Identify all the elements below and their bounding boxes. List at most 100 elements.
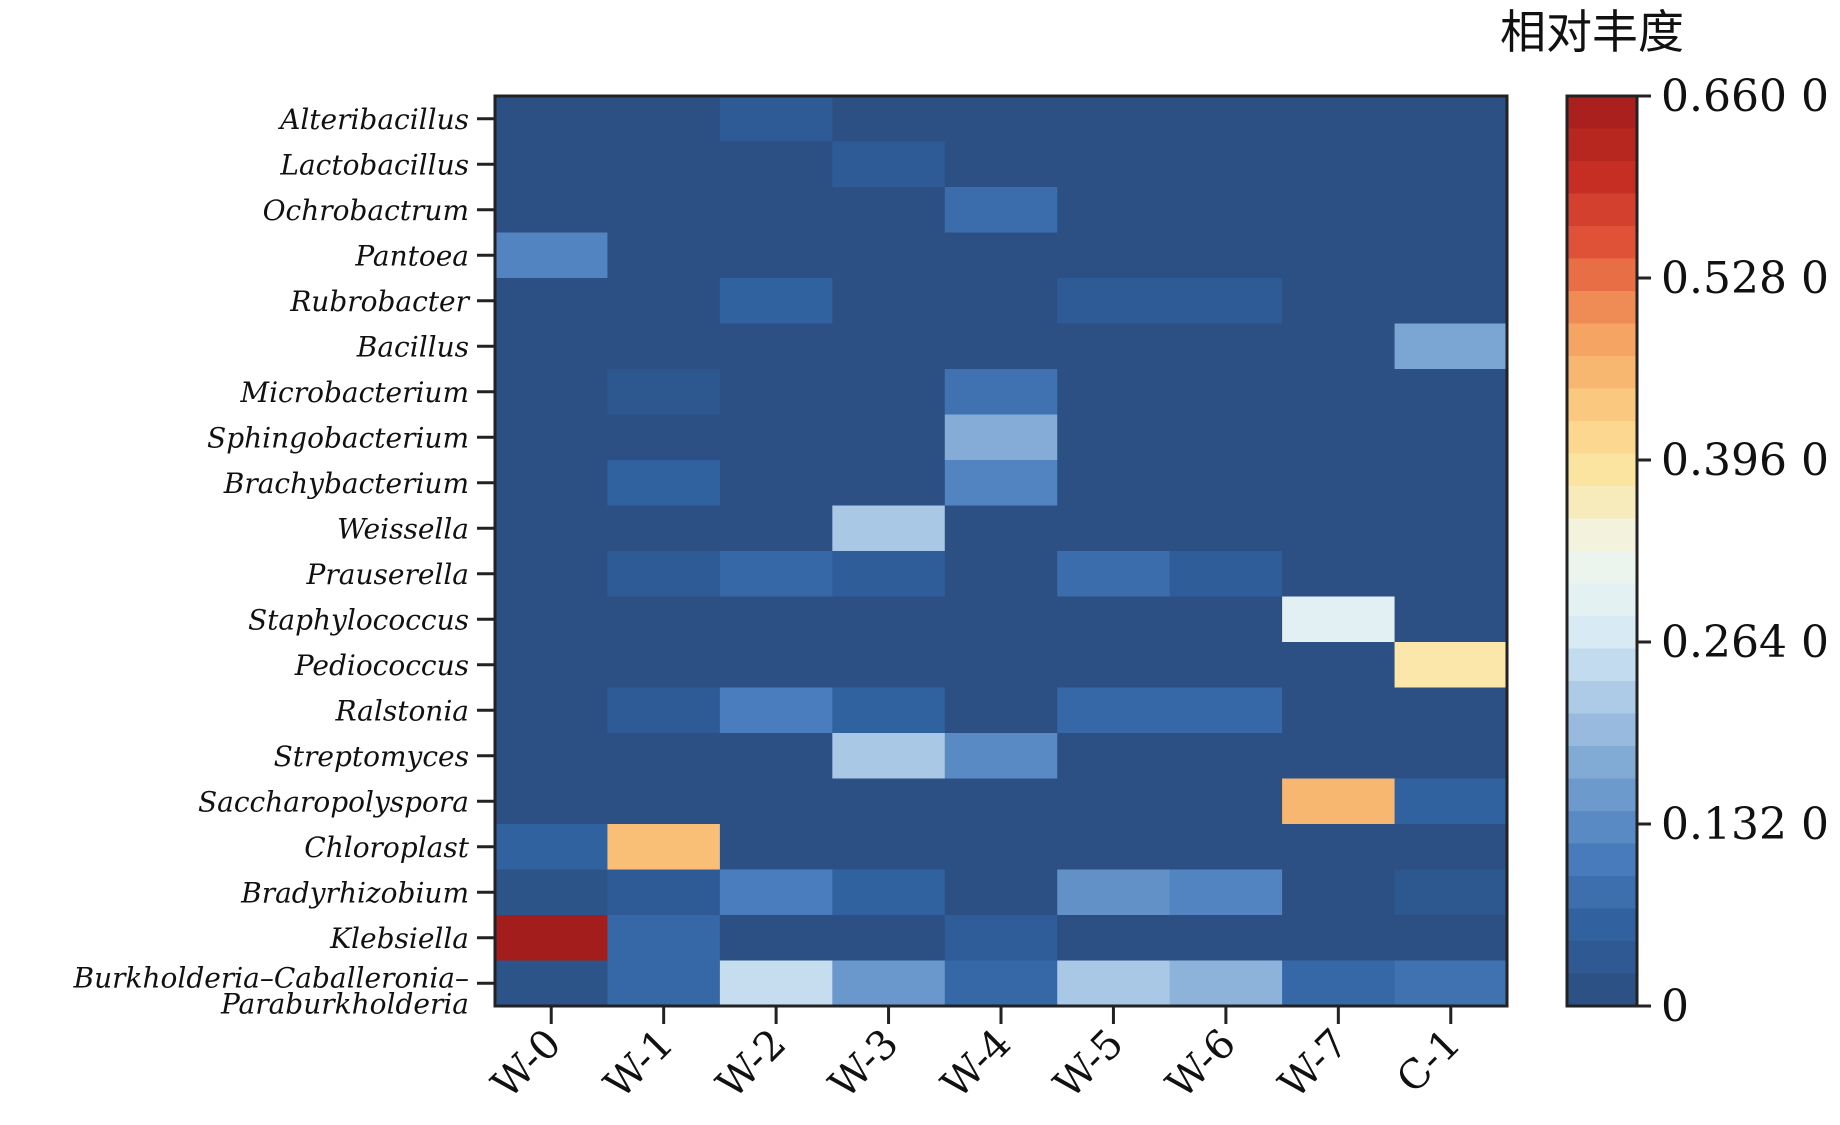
heatmap-cell <box>1057 778 1171 825</box>
heatmap-cell <box>1057 96 1171 143</box>
heatmap-cell <box>1169 642 1283 689</box>
heatmap-cell <box>1282 141 1396 188</box>
heatmap-cell <box>832 687 946 734</box>
colorbar-segment <box>1567 648 1637 682</box>
row-label: Streptomyces <box>274 740 469 773</box>
heatmap-cell <box>1282 596 1396 643</box>
heatmap-cell <box>944 869 1058 916</box>
heatmap-cell <box>1282 505 1396 552</box>
heatmap-cell <box>1169 187 1283 234</box>
colorbar-segment <box>1567 323 1637 357</box>
row-label: Ochrobactrum <box>263 194 469 227</box>
heatmap-cell <box>1057 915 1171 962</box>
heatmap-cell <box>607 596 721 643</box>
heatmap-cell <box>719 778 833 825</box>
heatmap-cell <box>607 460 721 507</box>
heatmap-cell <box>495 824 609 871</box>
colorbar-segment <box>1567 908 1637 942</box>
heatmap-cell <box>1282 733 1396 780</box>
row-label: Ralstonia <box>334 694 469 727</box>
row-label: Microbacterium <box>239 376 469 409</box>
heatmap-cell <box>1282 642 1396 689</box>
heatmap-cell <box>832 642 946 689</box>
heatmap-cell <box>1394 687 1508 734</box>
heatmap-cell <box>944 414 1058 461</box>
colorbar-segment <box>1567 486 1637 520</box>
heatmap-cell <box>719 824 833 871</box>
heatmap-cell <box>1394 96 1508 143</box>
row-label: Burkholderia–Caballeronia– <box>73 961 469 994</box>
heatmap-cell <box>1394 323 1508 370</box>
heatmap-cell <box>719 960 833 1007</box>
heatmap-cell <box>1057 960 1171 1007</box>
row-label: Alteribacillus <box>277 103 469 136</box>
heatmap-cell <box>495 460 609 507</box>
heatmap-cell <box>832 505 946 552</box>
heatmap-cell <box>1282 915 1396 962</box>
heatmap-cell <box>495 414 609 461</box>
heatmap-cell <box>719 414 833 461</box>
colorbar-segment <box>1567 193 1637 227</box>
heatmap-cell <box>1057 505 1171 552</box>
heatmap-cell <box>1169 778 1283 825</box>
heatmap-cell <box>832 460 946 507</box>
colorbar-segment <box>1567 388 1637 422</box>
heatmap-cell <box>944 960 1058 1007</box>
column-label: W-2 <box>708 1021 795 1108</box>
heatmap-cell <box>719 187 833 234</box>
colorbar-segment <box>1567 973 1637 1007</box>
row-label: Saccharopolyspora <box>198 785 469 818</box>
heatmap-cell <box>944 824 1058 871</box>
row-label: Klebsiella <box>329 922 469 955</box>
column-label: W-3 <box>821 1021 908 1108</box>
heatmap-cell <box>944 687 1058 734</box>
heatmap-cell <box>1169 369 1283 416</box>
heatmap-cell <box>1169 141 1283 188</box>
heatmap-cell <box>832 278 946 325</box>
colorbar-tick-label: 0.660 0 <box>1661 71 1829 122</box>
heatmap-cell <box>607 369 721 416</box>
row-label: Sphingobacterium <box>207 421 469 454</box>
heatmap-cell <box>944 369 1058 416</box>
colorbar-segment <box>1567 258 1637 292</box>
colorbar-segment <box>1567 746 1637 780</box>
heatmap-cell <box>607 869 721 916</box>
colorbar-segment <box>1567 811 1637 845</box>
heatmap-cell <box>719 278 833 325</box>
heatmap-cell <box>1282 323 1396 370</box>
heatmap-cell <box>944 596 1058 643</box>
heatmap-cell <box>1394 960 1508 1007</box>
row-label: Rubrobacter <box>289 285 470 318</box>
column-label: W-7 <box>1270 1021 1357 1108</box>
heatmap-cell <box>944 778 1058 825</box>
heatmap-cell <box>607 687 721 734</box>
heatmap-cell <box>832 551 946 598</box>
heatmap-cell <box>944 187 1058 234</box>
row-label: Prauserella <box>306 558 469 591</box>
row-label: Bacillus <box>356 330 469 363</box>
heatmap-cell <box>944 141 1058 188</box>
heatmap-cell <box>1057 414 1171 461</box>
heatmap-cell <box>944 642 1058 689</box>
heatmap-cell <box>832 323 946 370</box>
heatmap-cell <box>495 596 609 643</box>
heatmap-cell <box>607 642 721 689</box>
heatmap-cell <box>495 505 609 552</box>
heatmap-cell <box>607 187 721 234</box>
colorbar-tick-label: 0.396 0 <box>1661 435 1829 486</box>
heatmap-cell <box>1282 778 1396 825</box>
heatmap-cell <box>1282 960 1396 1007</box>
heatmap-cell <box>1169 824 1283 871</box>
heatmap-cell <box>1169 960 1283 1007</box>
heatmap-cell <box>607 96 721 143</box>
heatmap-cells <box>495 96 1508 1007</box>
heatmap-cell <box>495 687 609 734</box>
colorbar-segment <box>1567 356 1637 390</box>
colorbar-segment <box>1567 941 1637 975</box>
heatmap-cell <box>719 642 833 689</box>
heatmap-cell <box>495 778 609 825</box>
heatmap-cell <box>719 915 833 962</box>
heatmap-cell <box>1057 369 1171 416</box>
heatmap-cell <box>1394 869 1508 916</box>
heatmap-cell <box>719 733 833 780</box>
